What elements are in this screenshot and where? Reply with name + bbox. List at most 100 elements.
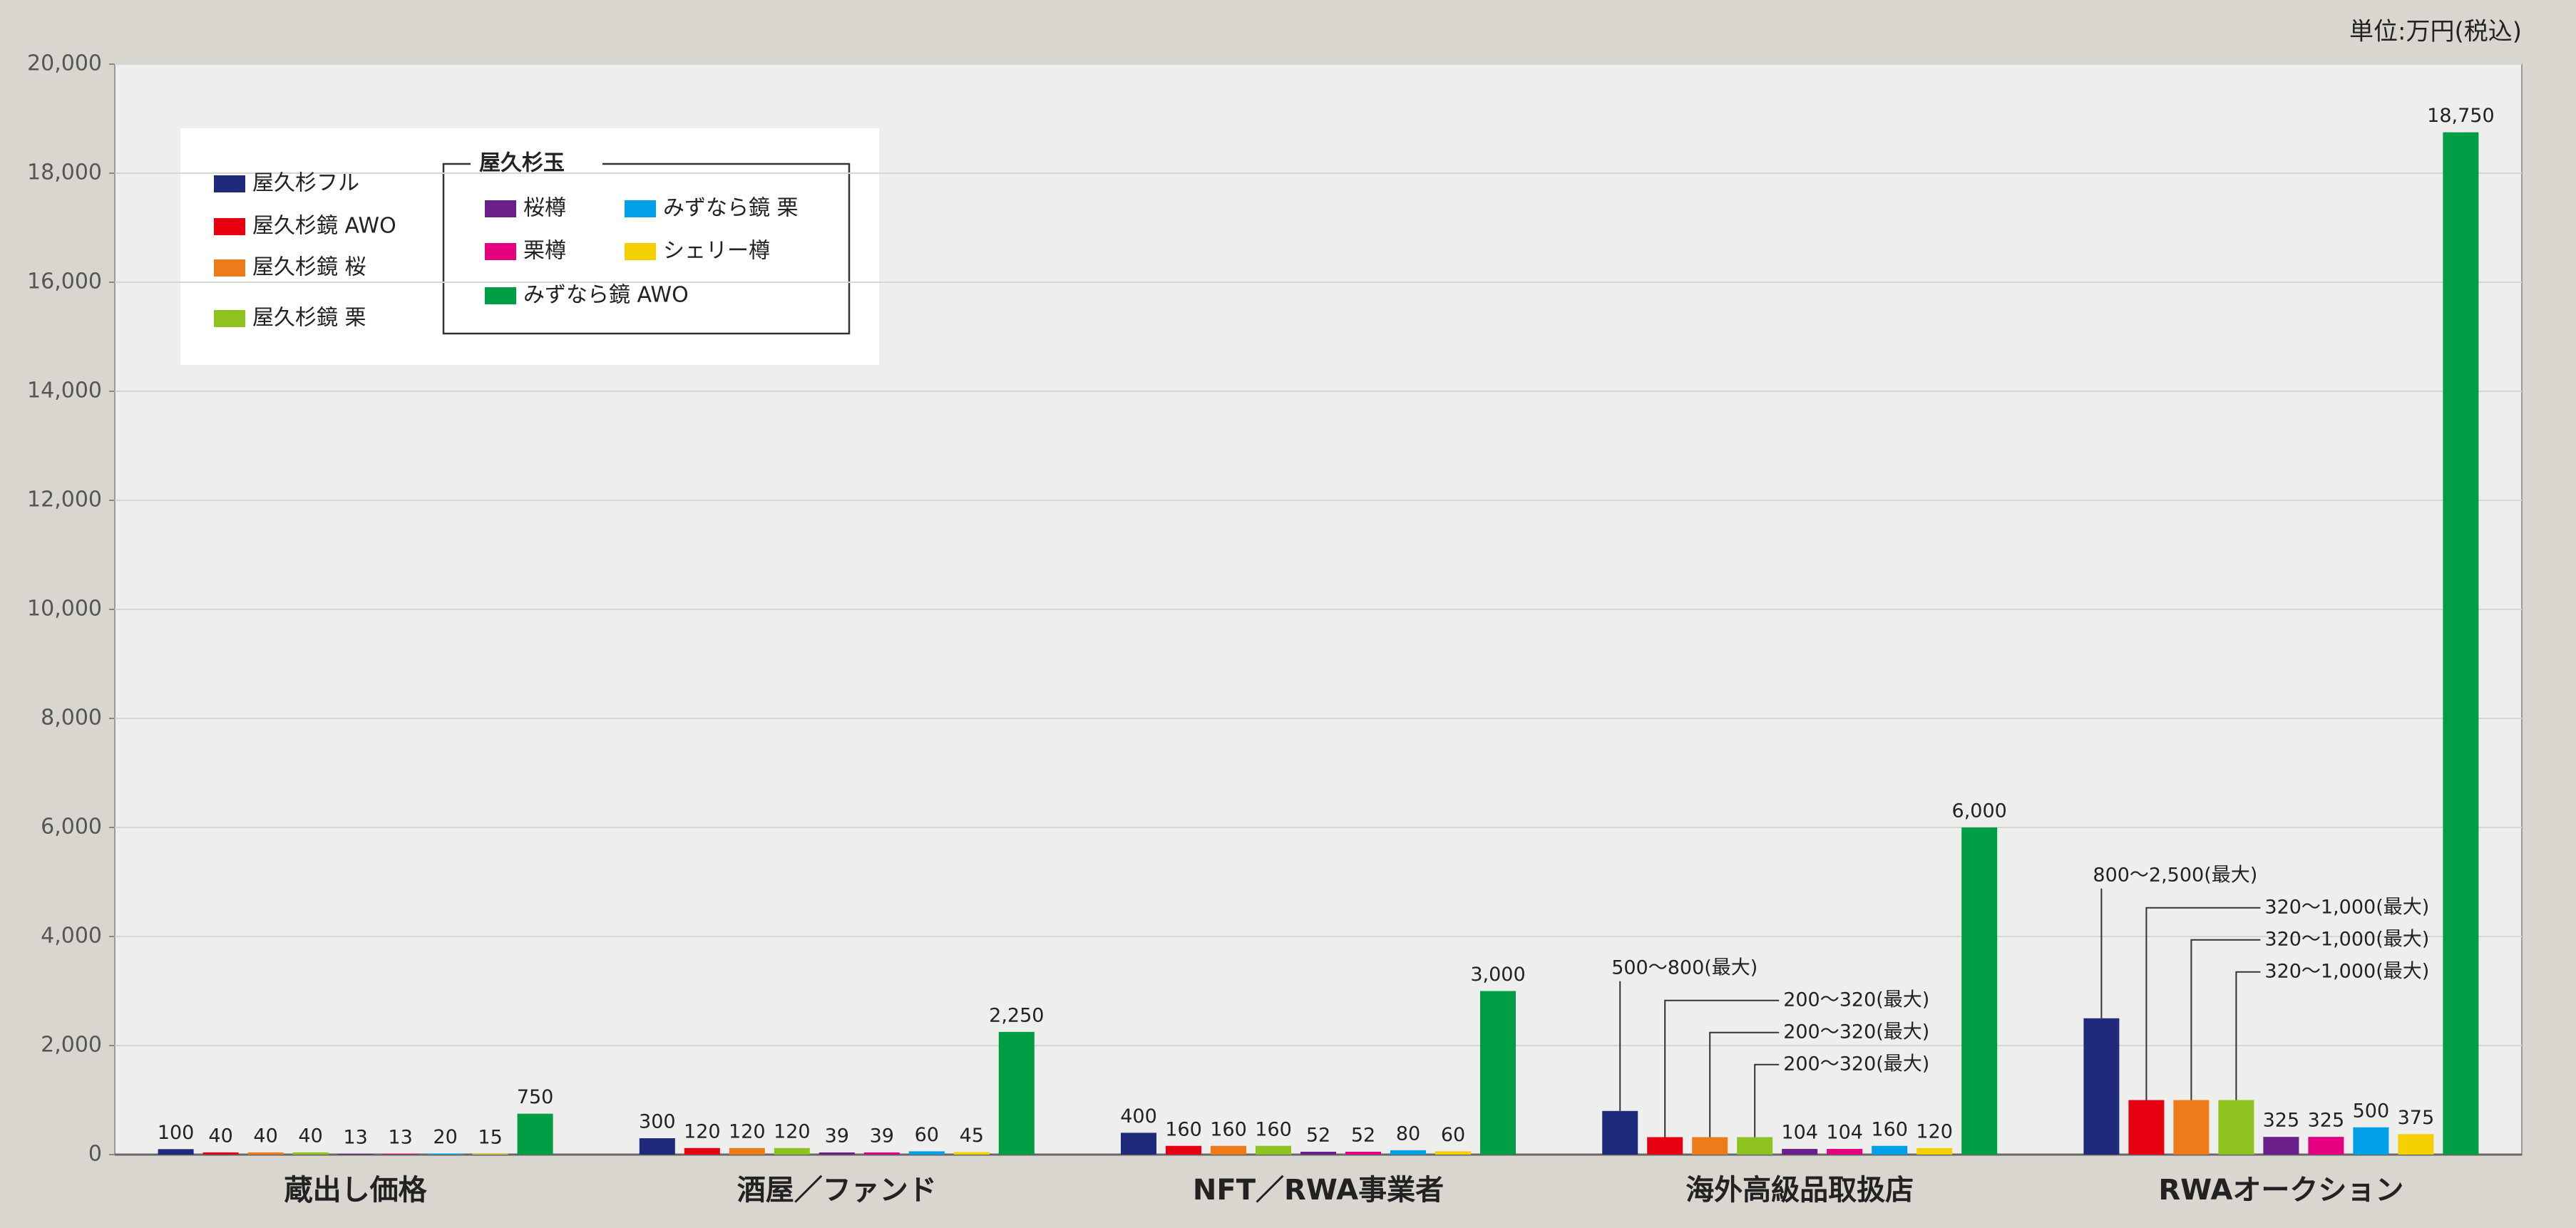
value-label: 60 — [915, 1124, 939, 1146]
value-label: 15 — [478, 1126, 502, 1148]
bar — [729, 1148, 765, 1155]
x-tick-label: RWAオークション — [2158, 1174, 2403, 1207]
bar — [1782, 1149, 1817, 1155]
bar — [1737, 1137, 1772, 1155]
bar — [1166, 1146, 1201, 1155]
bar — [774, 1148, 810, 1155]
bar — [684, 1148, 720, 1155]
legend-label: 屋久杉鏡 栗 — [252, 306, 366, 331]
bar — [2308, 1137, 2344, 1155]
bar — [1602, 1111, 1638, 1155]
bar — [1961, 827, 1997, 1155]
legend-swatch — [214, 310, 245, 327]
bar — [2353, 1128, 2388, 1155]
bar — [203, 1152, 239, 1155]
value-label: 18,750 — [2427, 105, 2494, 127]
value-label: 160 — [1255, 1118, 1292, 1140]
value-label: 80 — [1396, 1123, 1420, 1145]
legend-swatch — [214, 218, 245, 235]
bar — [2218, 1100, 2254, 1155]
value-label: 120 — [684, 1120, 721, 1142]
bar — [1300, 1152, 1336, 1155]
bar — [1435, 1151, 1471, 1155]
bar — [1256, 1146, 1291, 1155]
legend-label: 屋久杉鏡 桜 — [252, 255, 366, 280]
bar — [1872, 1146, 1907, 1155]
x-tick-label: NFT／RWA事業者 — [1193, 1174, 1444, 1207]
value-label: 200〜320(最大) — [1783, 989, 1929, 1011]
legend-label: シェリー樽 — [663, 239, 770, 264]
value-label: 104 — [1781, 1122, 1818, 1144]
bar — [1916, 1148, 1952, 1155]
legend-swatch — [485, 287, 516, 304]
legend-swatch — [485, 243, 516, 260]
y-tick-label: 18,000 — [27, 160, 102, 185]
value-label: 160 — [1165, 1118, 1202, 1140]
y-tick-label: 8,000 — [41, 706, 102, 731]
x-tick-label: 酒屋／ファンド — [737, 1174, 937, 1207]
value-label: 800〜2,500(最大) — [2093, 864, 2257, 886]
bar — [383, 1154, 419, 1155]
value-label: 120 — [774, 1120, 811, 1142]
bar — [2398, 1134, 2433, 1155]
value-label: 104 — [1826, 1122, 1863, 1144]
bar — [2443, 133, 2478, 1155]
value-label: 60 — [1441, 1124, 1465, 1146]
bar — [1827, 1149, 1862, 1155]
bar — [954, 1152, 990, 1155]
value-label: 2,250 — [989, 1004, 1044, 1026]
value-label: 160 — [1210, 1118, 1247, 1140]
value-label: 500 — [2353, 1100, 2390, 1122]
value-label: 500〜800(最大) — [1611, 956, 1757, 979]
legend-group-title: 屋久杉玉 — [479, 151, 565, 176]
bar — [864, 1152, 900, 1155]
value-label: 300 — [639, 1111, 676, 1133]
bar — [293, 1152, 329, 1155]
bar — [428, 1153, 463, 1155]
bar — [2083, 1018, 2119, 1155]
value-label: 375 — [2398, 1107, 2435, 1129]
bar — [158, 1149, 194, 1155]
value-label: 200〜320(最大) — [1783, 1053, 1929, 1075]
y-tick-label: 2,000 — [41, 1033, 102, 1058]
value-label: 52 — [1351, 1125, 1375, 1147]
value-label: 325 — [2263, 1110, 2300, 1132]
legend-swatch — [214, 175, 245, 192]
bar — [338, 1154, 374, 1155]
x-tick-label: 蔵出し価格 — [284, 1174, 428, 1207]
x-tick-label: 海外高級品取扱店 — [1685, 1174, 1914, 1207]
value-label: 100 — [158, 1122, 195, 1144]
bar — [909, 1151, 945, 1155]
legend-swatch — [485, 200, 516, 217]
value-label: 6,000 — [1952, 800, 2007, 822]
bar — [2128, 1100, 2164, 1155]
y-tick-label: 6,000 — [41, 815, 102, 840]
bar — [1390, 1150, 1426, 1155]
bar — [1345, 1152, 1381, 1155]
bar — [640, 1138, 675, 1155]
bar — [999, 1032, 1035, 1155]
legend-label: 桜樽 — [523, 196, 566, 221]
bar — [1692, 1137, 1728, 1155]
value-label: 320〜1,000(最大) — [2264, 960, 2429, 982]
chart: 単位:万円(税込) 屋久杉玉 02,0004,0006,0008,00010,0… — [0, 0, 2576, 1228]
y-tick-label: 20,000 — [27, 51, 102, 76]
value-label: 13 — [343, 1127, 367, 1149]
y-tick-label: 4,000 — [41, 924, 102, 949]
legend-swatch — [625, 243, 656, 260]
value-label: 40 — [253, 1125, 277, 1147]
legend-label: 栗樽 — [523, 239, 566, 264]
bar — [1480, 991, 1516, 1155]
value-label: 40 — [298, 1125, 322, 1147]
value-label: 3,000 — [1470, 964, 1525, 986]
value-label: 120 — [1916, 1120, 1953, 1142]
value-label: 40 — [208, 1125, 232, 1147]
value-label: 39 — [825, 1125, 849, 1147]
y-tick-label: 10,000 — [27, 597, 102, 621]
bar — [518, 1114, 553, 1155]
legend-label: 屋久杉フル — [252, 171, 359, 196]
value-label: 750 — [517, 1086, 554, 1108]
value-label: 20 — [433, 1126, 457, 1148]
legend-label: 屋久杉鏡 AWO — [252, 214, 396, 239]
value-label: 320〜1,000(最大) — [2264, 928, 2429, 950]
